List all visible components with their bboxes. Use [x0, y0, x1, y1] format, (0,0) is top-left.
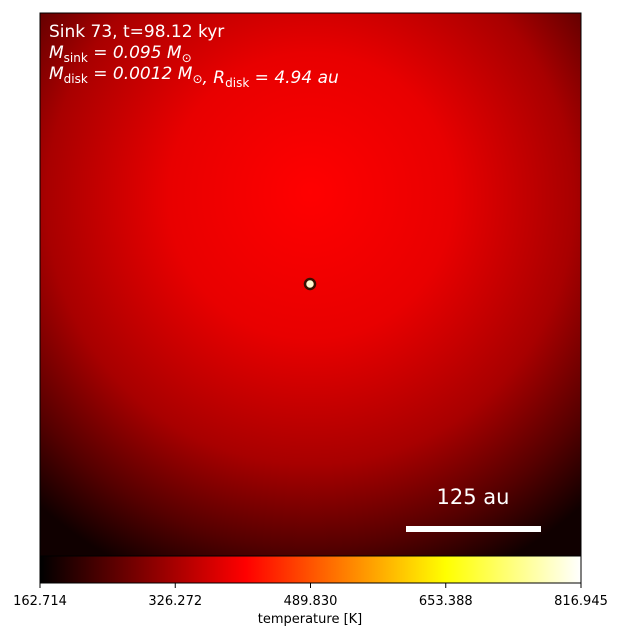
tick-label: 653.388 [419, 594, 473, 609]
subscript: ⊙ [182, 51, 192, 65]
tick-label: 326.272 [148, 594, 202, 609]
text: = 4.94 au [249, 68, 339, 88]
subscript: disk [225, 76, 249, 90]
subscript: ⊙ [192, 72, 202, 86]
text: = 0.0012 M [88, 64, 193, 84]
tick-label: 162.714 [13, 594, 67, 609]
annotation: Sink 73, t=98.12 kyr [49, 22, 224, 42]
sink-marker [303, 277, 317, 291]
colorbar-label: temperature [K] [258, 612, 363, 627]
symbol: , R [203, 68, 226, 88]
tick-label: 489.830 [284, 594, 338, 609]
colorbar-axis: 162.714 326.272 489.830 653.388 816.945 [13, 583, 608, 609]
colorbar [39, 555, 582, 584]
subscript: disk [64, 72, 88, 86]
scale-bar-label: 125 au [437, 485, 510, 509]
symbol: M [49, 43, 64, 63]
annotation: Mdisk = 0.0012 M⊙, Rdisk = 4.94 au [49, 64, 339, 90]
text: = 0.095 M [88, 43, 182, 63]
symbol: M [49, 64, 64, 84]
annotation: Msink = 0.095 M⊙ [49, 43, 192, 65]
scale-bar [406, 526, 541, 532]
tick-label: 816.945 [554, 594, 608, 609]
subscript: sink [64, 51, 88, 65]
